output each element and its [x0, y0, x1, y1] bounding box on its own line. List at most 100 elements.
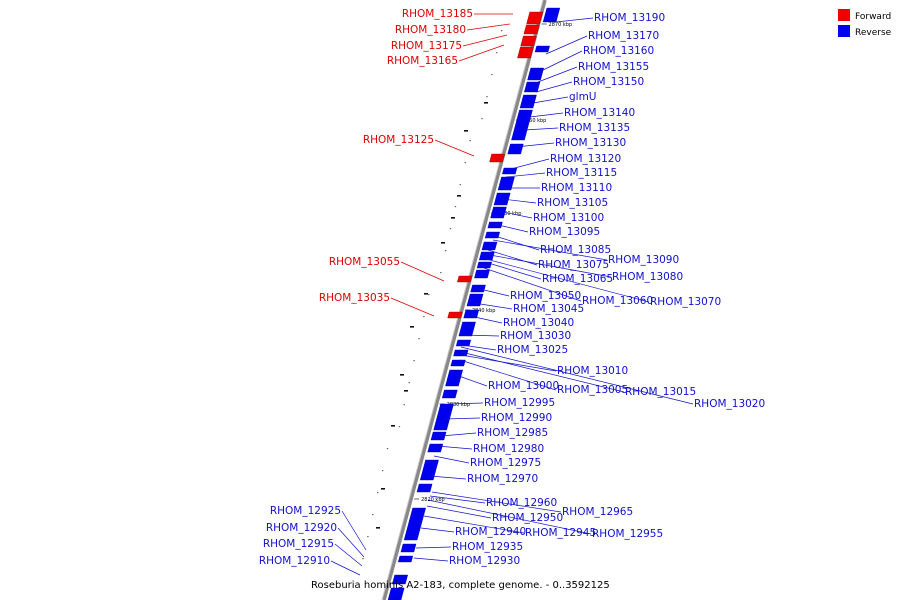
reverse-gene-block-18 [466, 293, 484, 307]
reverse-gene-label: RHOM_13005 [557, 384, 628, 396]
leader-line [523, 127, 559, 131]
leader-line [334, 543, 363, 567]
leader-line [555, 17, 594, 23]
reverse-gene-block-34 [392, 574, 408, 585]
reverse-gene-label: RHOM_13075 [538, 259, 609, 271]
reverse-gene-block-29 [419, 459, 439, 481]
gc-dot [469, 140, 471, 142]
gc-dot [459, 184, 462, 186]
leader-line [427, 499, 592, 535]
gc-dot [372, 514, 374, 516]
reverse-gene-label: RHOM_13115 [546, 167, 617, 179]
reverse-gene-block-19 [463, 309, 480, 319]
reverse-gene-block-11 [487, 221, 503, 229]
reverse-gene-block-35 [387, 587, 405, 600]
reverse-gene-label: RHOM_12920 [266, 522, 337, 534]
leader-line [545, 35, 588, 55]
reverse-gene-block-2 [527, 67, 545, 81]
reverse-gene-label: RHOM_12925 [270, 505, 341, 517]
leader-line [413, 557, 449, 562]
leader-line [515, 142, 555, 148]
forward-gene-label: RHOM_13125 [363, 134, 434, 146]
reverse-gene-block-14 [478, 251, 495, 261]
reverse-gene-label: RHOM_13070 [650, 296, 721, 308]
leader-line [429, 495, 486, 504]
reverse-gene-block-10 [490, 206, 507, 219]
reverse-gene-block-20 [458, 321, 476, 337]
leader-line [529, 112, 564, 118]
leader-line [436, 445, 473, 450]
leader-line [443, 417, 481, 420]
reverse-gene-label: RHOM_12935 [452, 541, 523, 553]
tick-label-5: 2820 kbp [421, 497, 445, 503]
forward-gene-label: RHOM_13185 [402, 8, 473, 20]
reverse-gene-label: RHOM_12970 [467, 473, 538, 485]
gc-dot [362, 558, 364, 560]
leader-line [431, 491, 562, 513]
gc-dot [423, 316, 425, 318]
leader-line [535, 81, 573, 93]
reverse-gene-label: RHOM_12990 [481, 412, 552, 424]
tick-label-1: 2860 kbp [523, 118, 547, 124]
gc-mark-10 [381, 488, 385, 490]
reverse-gene-block-5 [511, 109, 533, 141]
leader-line [420, 527, 455, 533]
forward-gene-label: RHOM_13180 [395, 24, 466, 36]
reverse-gene-label: RHOM_13190 [594, 12, 665, 24]
reverse-gene-label: RHOM_13040 [503, 317, 574, 329]
gc-dot [408, 382, 410, 384]
leader-line [491, 234, 540, 251]
leader-line [447, 402, 484, 405]
leader-line [538, 50, 583, 73]
gc-mark-4 [441, 242, 445, 244]
leader-line [423, 515, 525, 534]
reverse-gene-label: glmU [569, 91, 597, 103]
gc-mark-6 [410, 326, 414, 328]
gc-dot [491, 74, 493, 76]
legend-label-reverse: Reverse [855, 28, 892, 38]
reverse-gene-label: RHOM_13090 [608, 254, 679, 266]
leader-line [390, 297, 435, 317]
gc-dot [454, 206, 457, 208]
leader-line [415, 546, 452, 549]
leader-line [493, 223, 529, 233]
reverse-gene-label: RHOM_13065 [542, 273, 613, 285]
leader-line [501, 198, 537, 204]
gc-dot [500, 30, 503, 32]
reverse-gene-label: RHOM_13140 [564, 107, 635, 119]
reverse-gene-label: RHOM_13105 [537, 197, 608, 209]
gc-mark-8 [404, 390, 408, 392]
reverse-gene-block-28 [427, 443, 444, 453]
reverse-gene-label: RHOM_13110 [541, 182, 612, 194]
gc-dot [413, 360, 415, 362]
reverse-gene-label: RHOM_12965 [562, 506, 633, 518]
forward-gene-block-4 [489, 153, 505, 163]
leader-line [484, 261, 542, 280]
reverse-gene-block-27 [430, 431, 447, 441]
gc-mark-7 [400, 374, 404, 376]
reverse-gene-label: RHOM_12950 [492, 512, 563, 524]
gc-dot [464, 162, 466, 164]
reverse-gene-label: RHOM_13010 [557, 365, 628, 377]
leader-line [433, 455, 470, 464]
gc-mark-0 [484, 102, 488, 104]
tick-label-4: 2830 kbp [447, 402, 471, 408]
reverse-gene-label: RHOM_13045 [513, 303, 584, 315]
leader-line [469, 315, 503, 324]
forward-gene-block-5 [457, 275, 473, 283]
leader-line [337, 527, 365, 558]
reverse-gene-label: RHOM_12930 [449, 555, 520, 567]
reverse-gene-label: RHOM_12955 [592, 528, 663, 540]
leader-line [485, 258, 650, 303]
reverse-gene-label: RHOM_13170 [588, 30, 659, 42]
gc-dot [403, 404, 406, 406]
tick-label-0: 2870 kbp [549, 22, 573, 28]
gc-dot [381, 470, 384, 472]
reverse-gene-block-31 [403, 507, 426, 541]
reverse-gene-block-4 [519, 94, 537, 109]
legend-swatch-forward [838, 9, 850, 21]
reverse-gene-label: RHOM_13135 [559, 122, 630, 134]
gc-mark-9 [391, 425, 395, 427]
reverse-gene-label: RHOM_13020 [694, 398, 765, 410]
